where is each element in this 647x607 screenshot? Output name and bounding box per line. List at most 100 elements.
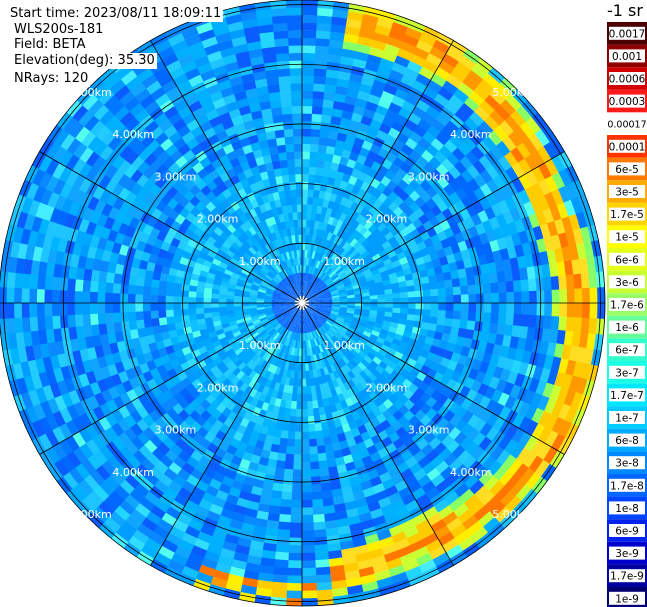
beta-cell — [67, 314, 76, 328]
beta-cell — [310, 476, 322, 485]
beta-cell — [497, 199, 511, 215]
beta-cell — [513, 126, 530, 144]
beta-cell — [454, 393, 467, 407]
beta-cell — [324, 266, 331, 274]
beta-cell — [283, 468, 294, 478]
beta-cell — [365, 324, 375, 331]
beta-cell — [474, 105, 491, 122]
beta-cell — [290, 75, 303, 84]
beta-cell — [514, 348, 525, 363]
beta-cell — [384, 352, 395, 362]
beta-cell — [528, 133, 544, 151]
beta-cell — [306, 273, 310, 282]
beta-cell — [429, 316, 438, 325]
beta-cell — [425, 143, 440, 157]
device-label: WLS200s-181 — [12, 22, 106, 38]
beta-cell — [516, 255, 527, 270]
beta-cell — [415, 256, 425, 266]
beta-cell — [359, 217, 370, 227]
beta-cell — [157, 295, 166, 303]
beta-cell — [317, 144, 328, 154]
beta-cell — [407, 19, 427, 34]
beta-cell — [306, 393, 313, 402]
beta-cell — [380, 226, 391, 237]
beta-cell — [393, 351, 404, 361]
beta-cell — [313, 189, 321, 199]
beta-cell — [302, 98, 314, 107]
beta-cell — [510, 88, 528, 106]
beta-cell — [316, 294, 324, 299]
beta-cell — [330, 289, 339, 294]
beta-cell — [21, 316, 31, 333]
beta-cell — [572, 228, 584, 246]
beta-cell — [306, 385, 312, 394]
beta-cell — [337, 314, 346, 320]
beta-cell — [309, 298, 317, 302]
beta-cell — [516, 142, 532, 160]
beta-cell — [499, 345, 510, 359]
beta-cell — [406, 314, 416, 322]
beta-cell — [353, 314, 362, 319]
beta-cell — [362, 295, 371, 300]
beta-cell — [345, 199, 354, 209]
beta-cell — [580, 317, 590, 334]
beta-cell — [435, 163, 449, 177]
beta-cell — [444, 100, 460, 116]
beta-cell — [396, 221, 407, 233]
beta-cell — [531, 112, 548, 130]
beta-cell — [420, 276, 430, 285]
beta-cell — [399, 369, 411, 380]
beta-cell — [339, 304, 348, 308]
beta-cell — [509, 336, 520, 350]
beta-cell — [377, 298, 386, 304]
beta-cell — [360, 115, 374, 127]
beta-cell — [309, 300, 318, 303]
beta-cell — [470, 255, 481, 268]
beta-cell — [323, 91, 336, 102]
ring-label: 2.00km — [197, 213, 239, 226]
beta-cell — [496, 355, 508, 370]
beta-cell — [471, 235, 483, 248]
beta-cell — [293, 454, 302, 463]
beta-cell — [359, 261, 368, 270]
beta-cell — [390, 356, 401, 366]
beta-cell — [453, 160, 468, 175]
beta-cell — [363, 344, 373, 353]
beta-cell — [369, 310, 378, 316]
beta-cell — [341, 323, 350, 330]
beta-cell — [307, 281, 312, 290]
beta-cell — [413, 124, 428, 138]
beta-cell — [448, 334, 458, 345]
beta-cell — [406, 285, 416, 293]
beta-cell — [467, 191, 480, 205]
beta-cell — [565, 230, 577, 248]
beta-cell — [563, 330, 574, 347]
beta-cell — [405, 319, 415, 327]
ring-label: 2.00km — [366, 213, 408, 226]
beta-cell — [371, 227, 382, 238]
beta-cell — [165, 288, 174, 297]
beta-cell — [302, 52, 316, 61]
beta-cell — [307, 292, 314, 299]
beta-cell — [373, 208, 384, 219]
beta-cell — [385, 298, 394, 304]
beta-cell — [551, 188, 565, 206]
beta-cell — [307, 181, 316, 191]
beta-cell — [466, 275, 476, 287]
beta-cell — [422, 131, 437, 145]
beta-cell — [359, 147, 371, 158]
beta-cell — [302, 0, 319, 9]
beta-cell — [462, 76, 480, 92]
beta-cell — [463, 376, 476, 390]
beta-cell — [452, 310, 462, 321]
beta-cell — [321, 287, 330, 293]
beta-cell — [468, 303, 477, 313]
beta-cell — [142, 310, 152, 320]
beta-cell — [500, 99, 517, 117]
beta-cell — [151, 317, 160, 327]
beta-cell — [543, 354, 555, 371]
beta-cell — [553, 247, 565, 264]
beta-cell — [315, 269, 322, 277]
beta-cell — [335, 171, 345, 181]
beta-cell — [317, 300, 325, 303]
